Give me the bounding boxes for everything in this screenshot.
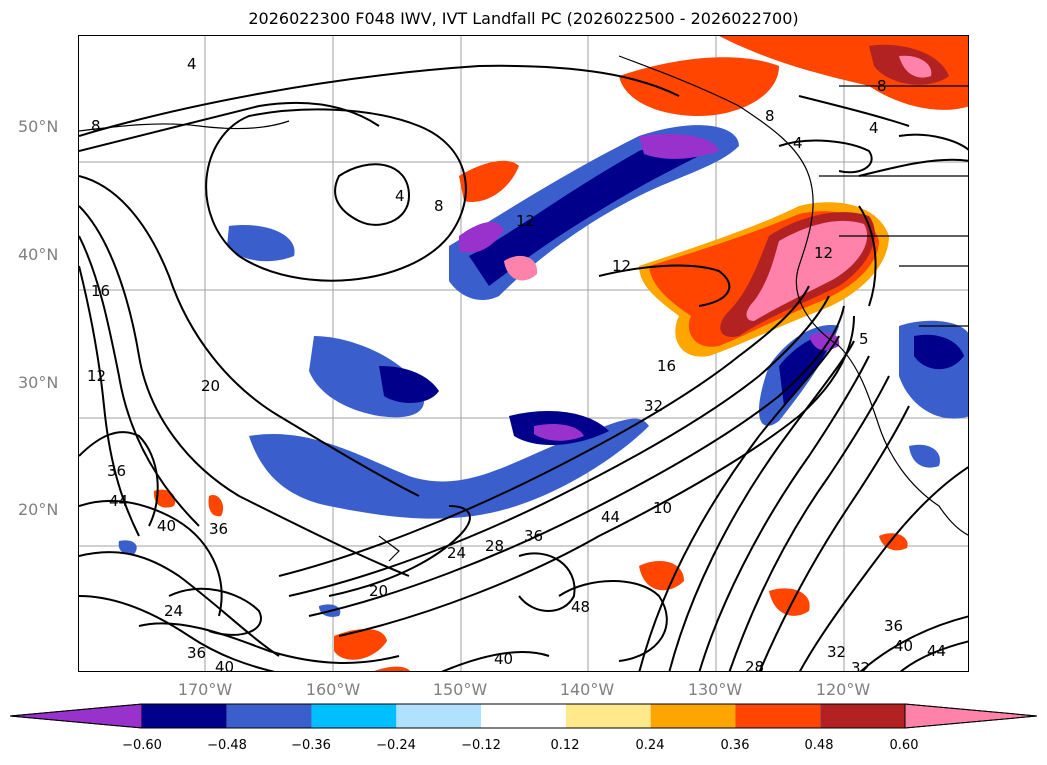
colorbar-tick: 0.48 — [804, 738, 834, 753]
svg-text:36: 36 — [187, 644, 206, 662]
svg-text:32: 32 — [644, 397, 663, 415]
negative-shading — [118, 125, 968, 617]
map-panel: 4 8 4 8 12 12 16 20 16 12 36 44 40 36 24… — [78, 35, 969, 672]
svg-text:32: 32 — [851, 659, 870, 672]
svg-text:5: 5 — [859, 330, 869, 348]
lat-label-20n: 20°N — [18, 500, 59, 519]
svg-text:48: 48 — [571, 598, 590, 616]
lon-label-160w: 160°W — [305, 680, 361, 699]
svg-text:20: 20 — [369, 582, 388, 600]
contour-labels: 4 8 4 8 12 12 16 20 16 12 36 44 40 36 24… — [87, 55, 946, 672]
colorbar-tick: 0.24 — [635, 738, 665, 753]
svg-text:36: 36 — [107, 462, 126, 480]
svg-text:12: 12 — [516, 212, 535, 230]
colorbar-segment — [226, 704, 312, 728]
colorbar-tick: 0.36 — [720, 738, 750, 753]
colorbar-segment — [820, 704, 905, 728]
colorbar-segment — [396, 704, 482, 728]
lon-label-140w: 140°W — [559, 680, 615, 699]
svg-text:10: 10 — [653, 499, 672, 517]
positive-shading — [153, 36, 968, 671]
colorbar-extend-low — [10, 703, 143, 729]
svg-text:4: 4 — [869, 119, 879, 137]
colorbar-extend-high — [904, 703, 1037, 729]
svg-text:40: 40 — [894, 637, 913, 655]
svg-text:44: 44 — [601, 508, 620, 526]
svg-text:36: 36 — [884, 617, 903, 635]
colorbar-tick: 0.60 — [889, 738, 919, 753]
colorbar-outline — [10, 703, 1037, 729]
svg-text:20: 20 — [201, 377, 220, 395]
colorbar-tick: −0.36 — [291, 738, 331, 753]
lat-label-40n: 40°N — [18, 245, 59, 264]
svg-text:16: 16 — [91, 282, 110, 300]
svg-text:8: 8 — [434, 197, 444, 215]
coastline — [79, 55, 968, 562]
colorbar-segment — [311, 704, 397, 728]
svg-text:40: 40 — [215, 658, 234, 672]
svg-text:4: 4 — [187, 55, 197, 73]
lon-label-170w: 170°W — [177, 680, 233, 699]
svg-text:8: 8 — [877, 77, 887, 95]
svg-text:44: 44 — [109, 492, 128, 510]
svg-text:4: 4 — [793, 134, 803, 152]
colorbar-tick: −0.24 — [376, 738, 416, 753]
lon-label-150w: 150°W — [432, 680, 488, 699]
svg-text:8: 8 — [765, 107, 775, 125]
svg-text:32: 32 — [827, 643, 846, 661]
colorbar-tick: −0.48 — [207, 738, 247, 753]
colorbar — [10, 703, 1037, 729]
colorbar-segment — [142, 704, 227, 728]
svg-text:4: 4 — [395, 187, 405, 205]
lat-label-30n: 30°N — [18, 373, 59, 392]
contour-lines — [79, 64, 968, 671]
colorbar-segment — [650, 704, 736, 728]
svg-text:12: 12 — [87, 367, 106, 385]
colorbar-segments — [10, 703, 1037, 729]
lon-label-120w: 120°W — [815, 680, 871, 699]
page-title: 2026022300 F048 IWV, IVT Landfall PC (20… — [248, 9, 799, 28]
map-plot: 4 8 4 8 12 12 16 20 16 12 36 44 40 36 24… — [79, 36, 968, 672]
colorbar-segment — [565, 704, 651, 728]
svg-text:12: 12 — [612, 257, 631, 275]
lon-label-130w: 130°W — [687, 680, 743, 699]
colorbar-segment — [481, 704, 566, 728]
svg-text:40: 40 — [157, 517, 176, 535]
svg-text:28: 28 — [745, 658, 764, 672]
graticule — [79, 36, 968, 671]
colorbar-tick: −0.60 — [122, 738, 162, 753]
svg-text:8: 8 — [91, 117, 101, 135]
svg-text:28: 28 — [485, 537, 504, 555]
lat-label-50n: 50°N — [18, 117, 59, 136]
svg-text:24: 24 — [447, 544, 466, 562]
colorbar-tick: −0.12 — [461, 738, 501, 753]
svg-text:44: 44 — [927, 642, 946, 660]
svg-text:40: 40 — [494, 650, 513, 668]
svg-text:16: 16 — [657, 357, 676, 375]
svg-text:36: 36 — [209, 520, 228, 538]
colorbar-segment — [735, 704, 821, 728]
svg-text:24: 24 — [164, 602, 183, 620]
svg-text:12: 12 — [814, 244, 833, 262]
svg-text:36: 36 — [524, 527, 543, 545]
colorbar-tick: 0.12 — [550, 738, 580, 753]
